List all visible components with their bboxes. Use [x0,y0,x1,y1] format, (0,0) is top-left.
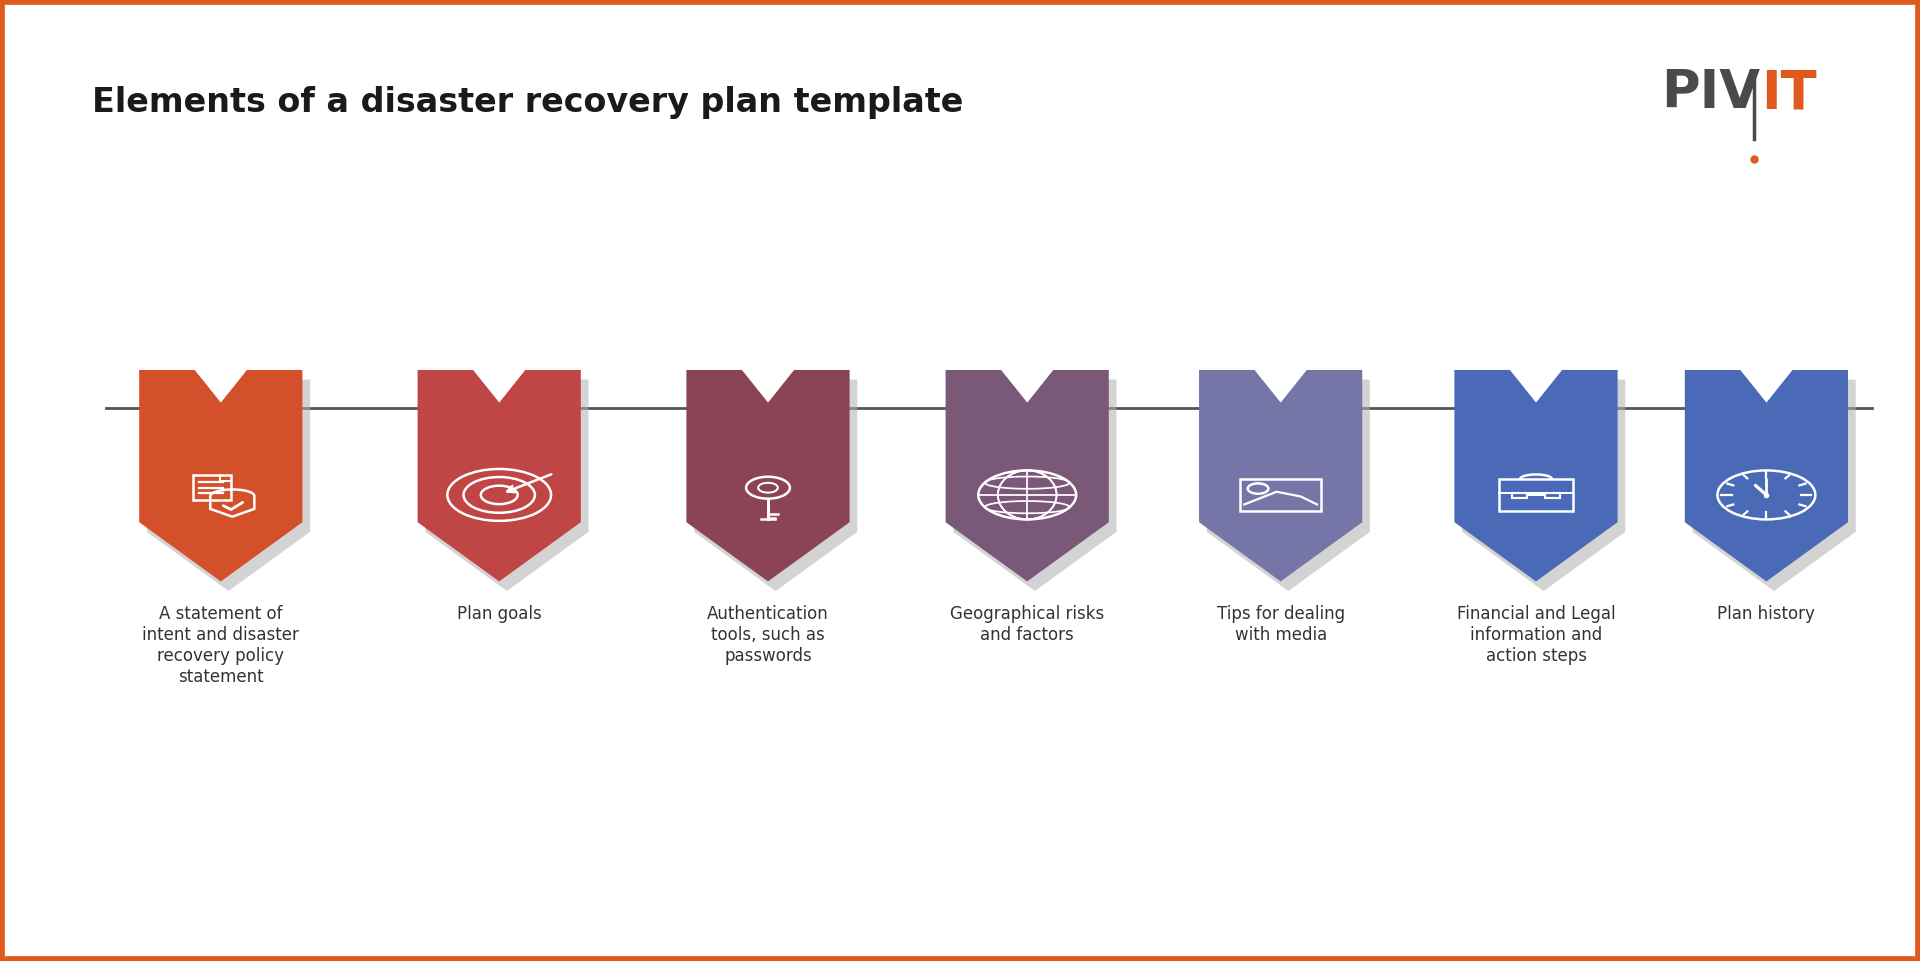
Text: PIV: PIV [1661,67,1761,119]
Text: Elements of a disaster recovery plan template: Elements of a disaster recovery plan tem… [92,86,964,119]
Polygon shape [695,380,856,591]
Polygon shape [1463,380,1624,591]
Bar [1240,479,1321,511]
Polygon shape [947,370,1110,581]
Polygon shape [1455,370,1617,581]
Polygon shape [1198,370,1363,581]
Polygon shape [419,370,580,581]
Text: Authentication
tools, such as
passwords: Authentication tools, such as passwords [707,605,829,665]
Text: Geographical risks
and factors: Geographical risks and factors [950,605,1104,644]
Polygon shape [1686,370,1847,581]
Bar [1513,493,1528,499]
Text: Tips for dealing
with media: Tips for dealing with media [1217,605,1344,644]
Bar [1544,493,1559,499]
Text: Financial and Legal
information and
action steps: Financial and Legal information and acti… [1457,605,1615,665]
Text: A statement of
intent and disaster
recovery policy
statement: A statement of intent and disaster recov… [142,605,300,686]
Polygon shape [1208,380,1371,591]
Polygon shape [687,370,849,581]
Polygon shape [148,380,309,591]
Bar [1500,479,1574,511]
Text: Plan goals: Plan goals [457,605,541,624]
Text: Plan history: Plan history [1718,605,1814,624]
Polygon shape [426,380,588,591]
Polygon shape [1693,380,1855,591]
Bar [194,476,230,500]
Polygon shape [954,380,1117,591]
Polygon shape [140,370,301,581]
Text: IT: IT [1761,67,1816,119]
